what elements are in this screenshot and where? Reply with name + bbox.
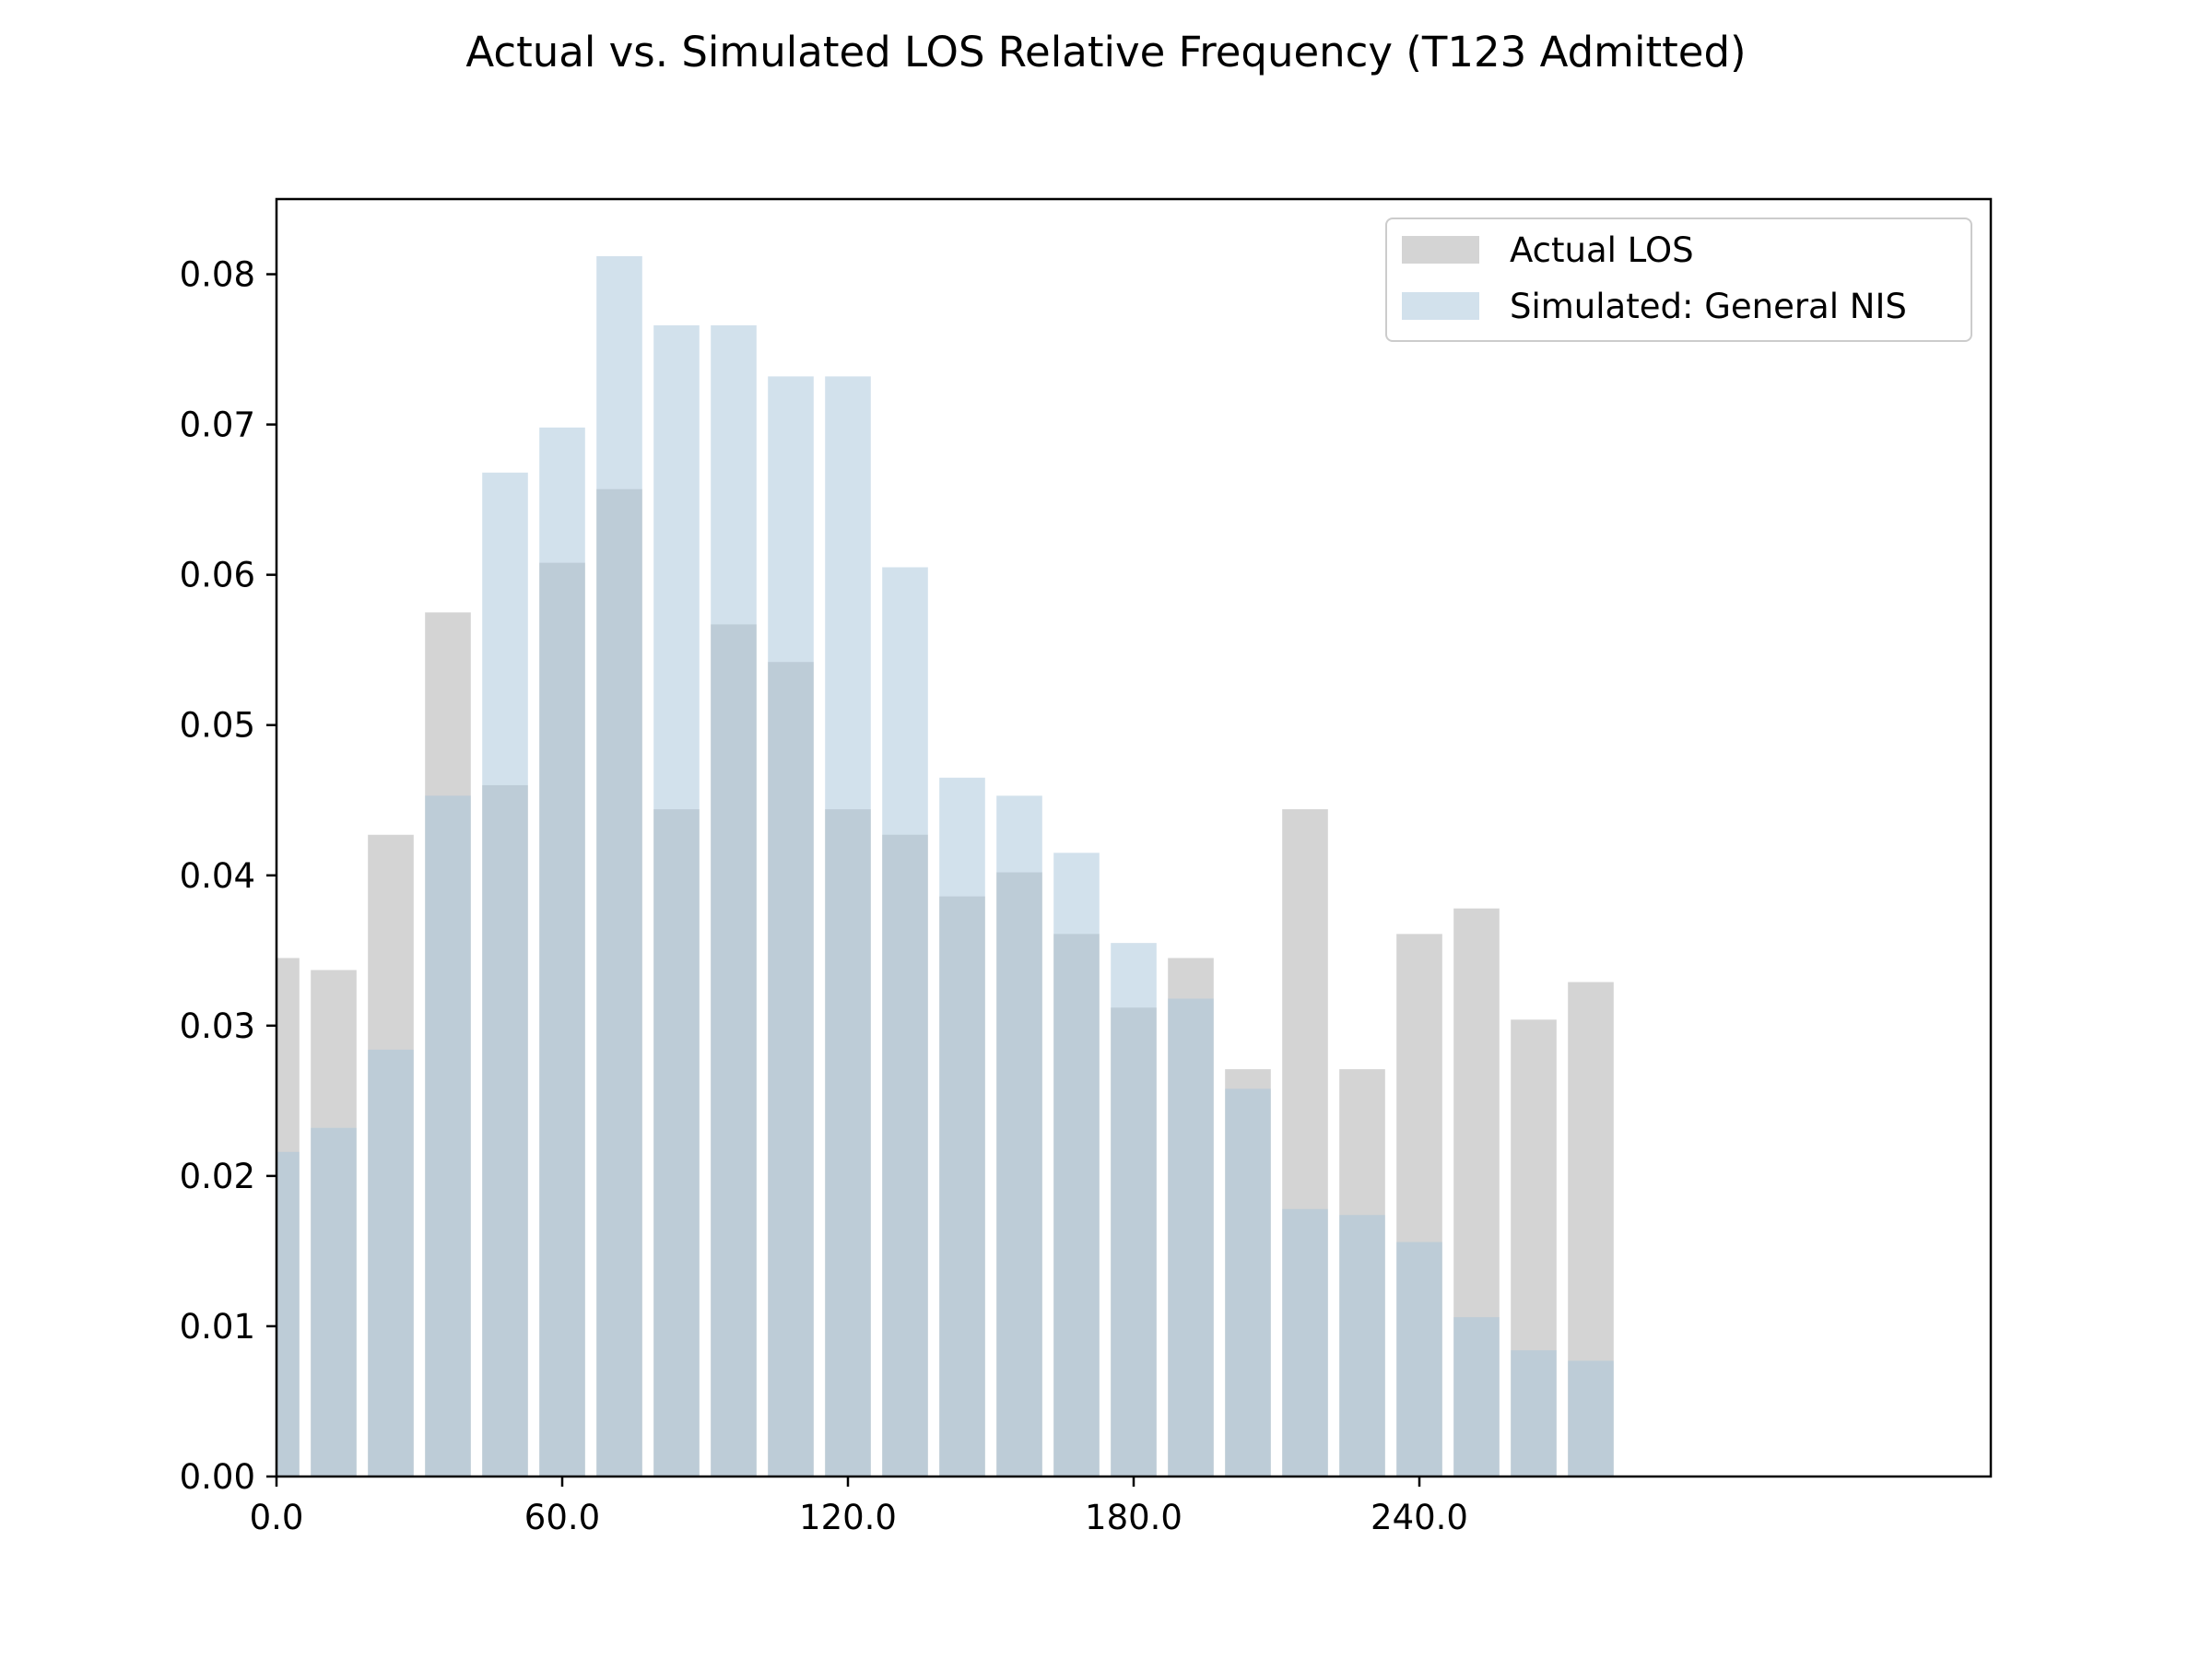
legend-label-actual-los: Actual LOS (1510, 230, 1694, 270)
bars-layer (276, 255, 1614, 1477)
bar-simulated-general-nis-13 (996, 795, 1042, 1477)
x-tick-label: 240.0 (1371, 1498, 1468, 1537)
bar-simulated-general-nis-23 (1568, 1360, 1614, 1477)
bar-simulated-general-nis-19 (1339, 1215, 1385, 1477)
x-tick-label: 120.0 (799, 1498, 897, 1537)
legend: Actual LOS Simulated: General NIS (1385, 218, 1972, 342)
x-axis: 0.0 60.0 120.0 180.0 240.0 (250, 1477, 1468, 1537)
bar-simulated-general-nis-1 (311, 1127, 357, 1477)
x-tick-label: 180.0 (1085, 1498, 1182, 1537)
y-axis: 0.00 0.01 0.02 0.03 0.04 0.05 0.06 0.07 0.08 (180, 255, 276, 1497)
legend-swatch-actual-los (1402, 236, 1479, 264)
y-tick-label: 0.08 (180, 255, 255, 295)
bar-simulated-general-nis-2 (368, 1049, 414, 1477)
bar-simulated-general-nis-10 (825, 376, 871, 1477)
bar-simulated-general-nis-15 (1111, 943, 1157, 1477)
bar-simulated-general-nis-7 (653, 324, 700, 1477)
bar-simulated-general-nis-17 (1225, 1088, 1271, 1477)
bar-simulated-general-nis-3 (425, 795, 471, 1477)
bar-simulated-general-nis-5 (539, 427, 585, 1477)
legend-frame (1385, 218, 1972, 342)
bar-simulated-general-nis-18 (1282, 1208, 1328, 1477)
bar-simulated-general-nis-21 (1453, 1317, 1500, 1477)
bar-simulated-general-nis-9 (768, 376, 814, 1477)
bar-simulated-general-nis-22 (1511, 1350, 1557, 1477)
y-tick-label: 0.02 (180, 1157, 255, 1196)
x-tick-label: 0.0 (250, 1498, 304, 1537)
y-tick-label: 0.01 (180, 1307, 255, 1347)
bar-simulated-general-nis-20 (1396, 1241, 1442, 1477)
bar-simulated-general-nis-16 (1168, 998, 1214, 1477)
bar-simulated-general-nis-0 (276, 1151, 300, 1477)
legend-label-simulated-general-nis: Simulated: General NIS (1510, 287, 1907, 326)
y-tick-label: 0.07 (180, 406, 255, 445)
bar-simulated-general-nis-14 (1053, 853, 1100, 1477)
bar-simulated-general-nis-4 (482, 472, 528, 1477)
bar-simulated-general-nis-12 (939, 777, 985, 1477)
bar-simulated-general-nis-11 (882, 567, 928, 1477)
y-tick-label: 0.05 (180, 706, 255, 746)
legend-swatch-simulated-general-nis (1402, 292, 1479, 320)
bar-simulated-general-nis-6 (596, 255, 642, 1477)
y-tick-label: 0.00 (180, 1457, 255, 1497)
bar-simulated-general-nis-8 (711, 324, 757, 1477)
chart-title: Actual vs. Simulated LOS Relative Freque… (465, 28, 1746, 76)
x-tick-label: 60.0 (524, 1498, 600, 1537)
y-tick-label: 0.06 (180, 556, 255, 595)
y-tick-label: 0.03 (180, 1006, 255, 1046)
y-tick-label: 0.04 (180, 856, 255, 896)
